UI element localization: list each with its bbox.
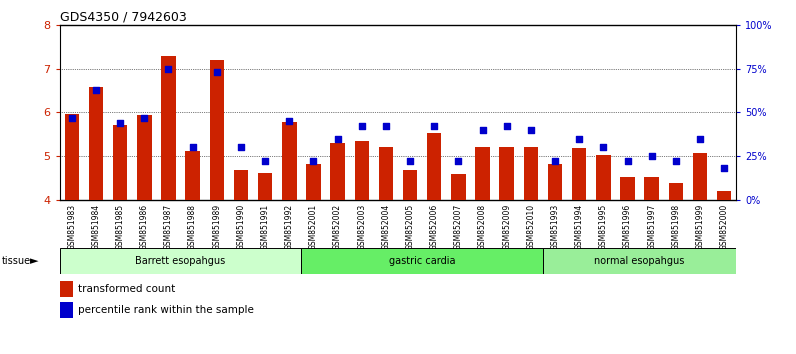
Point (307, 159, 320, 164)
Text: GSM851999: GSM851999 (696, 204, 704, 250)
Text: tissue: tissue (2, 256, 31, 266)
Text: GSM851984: GSM851984 (92, 204, 100, 250)
Text: GSM851985: GSM851985 (115, 204, 125, 250)
Text: GSM851994: GSM851994 (575, 204, 583, 250)
Text: GSM852009: GSM852009 (502, 204, 511, 250)
Text: GSM851996: GSM851996 (623, 204, 632, 250)
Text: GSM852002: GSM852002 (333, 204, 342, 250)
Text: GSM851986: GSM851986 (140, 204, 149, 250)
Bar (60, 248, 302, 274)
Text: GSM852004: GSM852004 (381, 204, 390, 250)
Bar (302, 248, 543, 274)
Bar (548, 164, 562, 200)
Bar (717, 191, 732, 200)
Text: GSM852003: GSM852003 (357, 204, 366, 250)
Bar (596, 155, 611, 200)
Point (573, 136, 586, 142)
Bar (113, 125, 127, 200)
Point (90, 87, 103, 92)
Bar (403, 170, 417, 200)
Bar (379, 147, 393, 200)
Bar (282, 122, 296, 200)
Point (646, 153, 658, 159)
Bar (427, 133, 442, 200)
Point (283, 118, 295, 124)
Point (693, 136, 706, 142)
Bar (354, 141, 369, 200)
Point (428, 124, 441, 129)
Bar (330, 143, 345, 200)
Point (404, 159, 416, 164)
Text: GSM851993: GSM851993 (551, 204, 560, 250)
Text: normal esopahgus: normal esopahgus (595, 256, 685, 266)
Bar (645, 177, 659, 200)
Text: GSM851998: GSM851998 (671, 204, 681, 250)
Bar (524, 147, 538, 200)
Point (210, 69, 223, 75)
Point (669, 159, 682, 164)
Text: GSM852006: GSM852006 (430, 204, 439, 250)
Point (501, 124, 513, 129)
Text: Barrett esopahgus: Barrett esopahgus (135, 256, 225, 266)
Point (65, 115, 78, 120)
Text: GSM852010: GSM852010 (526, 204, 536, 250)
Point (621, 159, 634, 164)
Point (331, 136, 344, 142)
Point (355, 124, 368, 129)
Text: GSM851988: GSM851988 (188, 204, 197, 250)
Text: GDS4350 / 7942603: GDS4350 / 7942603 (60, 11, 186, 24)
Text: GSM851991: GSM851991 (260, 204, 270, 250)
Text: GSM851997: GSM851997 (647, 204, 656, 250)
Text: GSM852007: GSM852007 (454, 204, 463, 250)
Point (476, 127, 489, 133)
Text: GSM852001: GSM852001 (309, 204, 318, 250)
Text: GSM851995: GSM851995 (599, 204, 608, 250)
Bar (60, 281, 73, 297)
Point (452, 159, 465, 164)
Point (380, 124, 392, 129)
Bar (500, 147, 514, 200)
Bar (185, 151, 200, 200)
Text: GSM852000: GSM852000 (720, 204, 728, 250)
Bar (451, 174, 466, 200)
Bar (620, 177, 635, 200)
Bar (64, 114, 79, 200)
Bar (88, 87, 103, 200)
Bar (306, 164, 321, 200)
Text: ►: ► (30, 256, 39, 266)
Text: GSM851990: GSM851990 (236, 204, 245, 250)
Bar (669, 183, 683, 200)
Point (186, 144, 199, 150)
Point (597, 144, 610, 150)
Point (548, 159, 561, 164)
Point (138, 115, 150, 120)
Text: gastric cardia: gastric cardia (389, 256, 455, 266)
Bar (137, 115, 151, 200)
Text: GSM852008: GSM852008 (478, 204, 487, 250)
Point (235, 144, 248, 150)
Text: percentile rank within the sample: percentile rank within the sample (78, 305, 254, 315)
Point (114, 120, 127, 126)
Text: GSM851992: GSM851992 (285, 204, 294, 250)
Text: GSM852005: GSM852005 (406, 204, 415, 250)
Point (718, 166, 731, 171)
Bar (161, 56, 176, 200)
Bar (234, 170, 248, 200)
Bar (209, 60, 224, 200)
Bar (693, 153, 708, 200)
Bar (543, 248, 736, 274)
Text: GSM851987: GSM851987 (164, 204, 173, 250)
Text: GSM851989: GSM851989 (213, 204, 221, 250)
Text: transformed count: transformed count (78, 284, 176, 294)
Bar (475, 147, 490, 200)
Bar (60, 302, 73, 318)
Text: GSM851983: GSM851983 (68, 204, 76, 250)
Point (525, 127, 537, 133)
Point (259, 159, 271, 164)
Bar (258, 173, 272, 200)
Bar (572, 148, 587, 200)
Point (162, 66, 175, 72)
